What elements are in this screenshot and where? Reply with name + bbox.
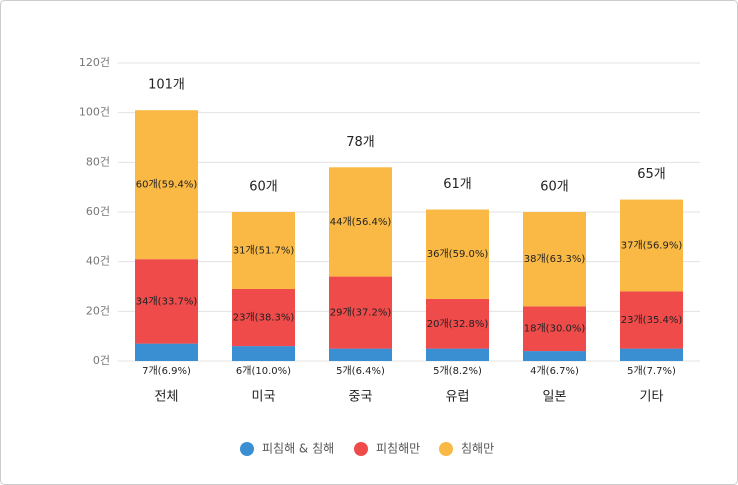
value-label: 31개(51.7%)	[233, 244, 295, 256]
y-tick-label: 40건	[86, 255, 110, 268]
bar-segment	[329, 276, 392, 349]
y-tick-label: 80건	[86, 155, 110, 168]
bar-segment	[523, 351, 586, 361]
bar-segment	[232, 346, 295, 361]
total-label: 60개	[540, 180, 569, 195]
total-label: 61개	[443, 177, 472, 192]
x-tick-label: 전체	[155, 390, 179, 405]
legend-marker	[439, 442, 453, 456]
bar-segment	[620, 348, 683, 361]
legend-label: 피침해만	[376, 442, 420, 456]
bar-segment	[135, 259, 198, 344]
bar-segment	[232, 212, 295, 289]
y-tick-label: 0건	[93, 354, 110, 367]
value-label: 38개(63.3%)	[524, 253, 586, 265]
value-label: 37개(56.9%)	[621, 240, 683, 252]
x-tick-label: 기타	[640, 390, 664, 405]
legend-marker	[354, 442, 368, 456]
bar-segment	[426, 298, 489, 349]
y-tick-label: 60건	[86, 205, 110, 218]
bar-segment	[135, 110, 198, 260]
bar-segment	[620, 199, 683, 292]
bar-segment	[135, 343, 198, 361]
value-label: 23개(35.4%)	[621, 314, 683, 326]
bar-segment	[523, 306, 586, 352]
value-label: 5개(7.7%)	[627, 365, 676, 377]
value-label: 44개(56.4%)	[330, 216, 392, 228]
value-label: 36개(59.0%)	[427, 248, 489, 260]
value-label: 20개(32.8%)	[427, 318, 489, 330]
bar-segment	[329, 348, 392, 361]
bar-segment	[620, 291, 683, 349]
value-label: 34개(33.7%)	[136, 295, 198, 307]
value-label: 4개(6.7%)	[530, 365, 579, 377]
value-label: 29개(37.2%)	[330, 307, 392, 319]
bar-segment	[426, 348, 489, 361]
total-label: 101개	[148, 78, 185, 93]
total-label: 60개	[249, 180, 278, 195]
value-label: 23개(38.3%)	[233, 312, 295, 324]
x-tick-label: 중국	[349, 390, 373, 405]
value-label: 60개(59.4%)	[136, 179, 198, 191]
legend-marker	[240, 442, 254, 456]
legend-label: 피침해 & 침해	[262, 442, 334, 456]
y-tick-label: 100건	[79, 106, 110, 119]
legend-label: 침해만	[461, 442, 494, 456]
total-label: 65개	[637, 167, 666, 182]
total-label: 78개	[346, 135, 375, 150]
x-tick-label: 일본	[543, 390, 567, 405]
value-label: 7개(6.9%)	[142, 365, 191, 377]
bar-segment	[426, 209, 489, 299]
value-label: 5개(8.2%)	[433, 365, 482, 377]
value-label: 6개(10.0%)	[236, 365, 291, 377]
x-tick-label: 유럽	[446, 390, 470, 405]
value-label: 18개(30.0%)	[524, 323, 586, 335]
bar-segment	[232, 288, 295, 347]
bar-segment	[329, 167, 392, 277]
bar-segment	[523, 212, 586, 307]
y-tick-label: 20건	[86, 304, 110, 317]
y-tick-label: 120건	[79, 56, 110, 69]
x-tick-label: 미국	[252, 390, 276, 405]
value-label: 5개(6.4%)	[336, 365, 385, 377]
